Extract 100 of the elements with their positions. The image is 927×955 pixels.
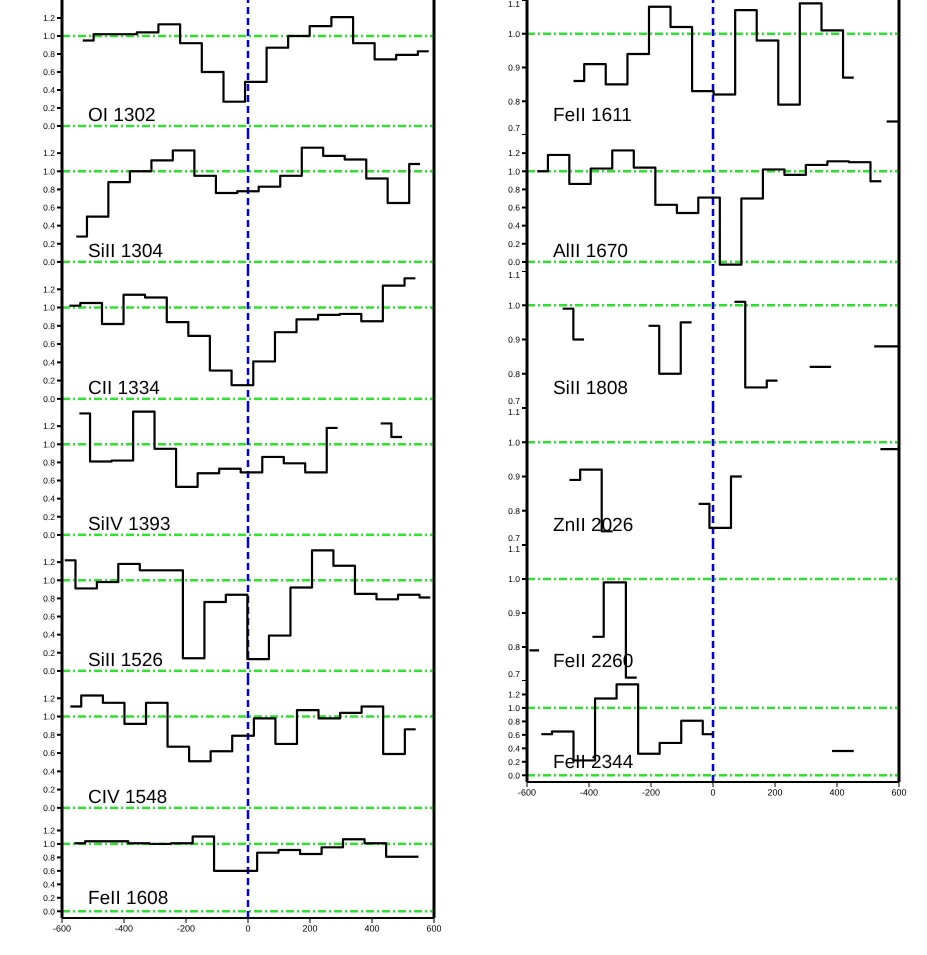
y-tick-label: 0.0 — [43, 394, 56, 404]
annotation: SiII 1808 — [553, 378, 628, 400]
y-tick-label: 0.8 — [43, 320, 56, 331]
y-tick-label: 1.2 — [43, 693, 56, 704]
y-tick-label: 0.2 — [43, 238, 56, 249]
y-tick-label: 1.1 — [508, 0, 520, 9]
y-tick-label: 1.0 — [508, 574, 520, 584]
y-tick-label: 1.2 — [43, 825, 56, 836]
annotation: FeII 1611 — [553, 105, 632, 127]
y-tick-label: 0.8 — [43, 49, 56, 59]
y-tick-label: 1.0 — [43, 302, 56, 313]
y-tick-label: 0.8 — [43, 184, 56, 194]
x-tick-label: -200 — [642, 787, 660, 798]
y-tick-label: 0.4 — [43, 630, 56, 640]
y-tick-label: 0.2 — [43, 376, 56, 386]
y-tick-label: 0.2 — [508, 238, 520, 249]
y-tick-label: 0.9 — [508, 334, 520, 344]
y-tick-label: 0.9 — [508, 472, 520, 482]
y-tick-label: 0.0 — [43, 906, 56, 916]
y-tick-label: 0.4 — [43, 766, 56, 776]
y-tick-label: 0.7 — [508, 396, 520, 406]
annotation: CII 1334 — [88, 378, 160, 400]
y-tick-label: 0.8 — [43, 593, 56, 604]
y-tick-label: 0.2 — [43, 103, 56, 113]
annotation: CIV 1548 — [88, 787, 168, 809]
y-tick-label: 1.1 — [508, 544, 520, 554]
y-tick-label: 0.8 — [43, 730, 56, 740]
y-tick-label: 1.0 — [43, 166, 56, 176]
y-tick-label: 1.2 — [43, 284, 56, 294]
y-tick-label: 1.2 — [43, 148, 56, 158]
y-tick-label: 0.0 — [43, 256, 56, 267]
x-tick-label: 0 — [710, 787, 716, 798]
y-tick-label: 1.2 — [508, 148, 520, 158]
y-tick-label: 0.4 — [508, 743, 520, 754]
y-tick-label: 0.8 — [508, 716, 520, 726]
annotation: OI 1302 — [88, 105, 156, 127]
y-tick-label: 0.6 — [43, 476, 56, 486]
y-tick-label: 1.0 — [508, 437, 520, 448]
x-tick-label: -600 — [52, 923, 72, 934]
y-tick-label: 1.0 — [508, 702, 520, 713]
y-tick-label: 0.4 — [43, 494, 56, 504]
x-tick-label: 400 — [364, 923, 380, 934]
y-tick-label: 0.2 — [508, 756, 520, 767]
y-tick-label: 0.7 — [508, 669, 520, 679]
y-tick-label: 0.2 — [43, 648, 56, 658]
annotation: FeII 1608 — [88, 888, 168, 910]
y-tick-label: 1.2 — [43, 421, 56, 432]
y-tick-label: 1.1 — [508, 407, 520, 417]
x-tick-label: 400 — [829, 787, 845, 798]
y-tick-label: 1.0 — [508, 300, 520, 310]
y-tick-label: 1.0 — [43, 712, 56, 722]
annotation: SiIV 1393 — [88, 514, 170, 536]
y-tick-label: 0.9 — [508, 608, 520, 618]
x-tick-label: -400 — [114, 923, 134, 934]
y-tick-label: 0.0 — [43, 802, 56, 813]
y-tick-label: 0.0 — [508, 770, 520, 780]
y-tick-label: 0.8 — [43, 457, 56, 468]
y-tick-label: 1.0 — [508, 166, 520, 176]
y-tick-label: 0.4 — [508, 220, 520, 231]
y-tick-label: 0.4 — [43, 879, 56, 890]
y-tick-label: 0.6 — [43, 67, 56, 77]
y-tick-label: 0.7 — [508, 533, 520, 543]
y-tick-label: 0.6 — [43, 748, 56, 758]
x-tick-label: -600 — [518, 787, 536, 798]
x-tick-label: 600 — [891, 787, 907, 798]
y-tick-label: 0.8 — [508, 368, 520, 379]
annotation: SiII 1526 — [88, 650, 163, 672]
y-tick-label: 1.0 — [43, 31, 56, 41]
x-tick-label: 600 — [426, 923, 442, 934]
y-tick-label: 0.8 — [508, 96, 520, 106]
y-tick-label: 0.9 — [508, 62, 520, 72]
y-tick-label: 0.6 — [508, 202, 520, 213]
y-tick-label: 0.2 — [43, 892, 56, 903]
x-tick-label: -200 — [176, 923, 196, 934]
annotation: SiII 1304 — [88, 241, 163, 263]
y-tick-label: 1.2 — [43, 557, 56, 568]
y-tick-label: 1.2 — [508, 689, 520, 700]
y-tick-label: 0.4 — [43, 357, 56, 368]
y-tick-label: 0.7 — [508, 123, 520, 133]
y-tick-label: 0.2 — [43, 512, 56, 522]
y-tick-label: 0.6 — [43, 339, 56, 350]
x-tick-label: 200 — [302, 923, 318, 934]
x-tick-label: 200 — [767, 787, 783, 798]
y-tick-label: 0.0 — [43, 530, 56, 540]
y-tick-label: 0.6 — [508, 730, 520, 740]
y-tick-label: 0.2 — [43, 784, 56, 795]
x-tick-label: -400 — [580, 787, 598, 798]
y-tick-label: 0.4 — [43, 220, 56, 231]
x-tick-label: 0 — [245, 923, 251, 934]
y-tick-label: 0.6 — [43, 202, 56, 213]
y-tick-label: 0.0 — [43, 121, 56, 131]
y-tick-label: 1.2 — [43, 13, 56, 23]
y-tick-label: 1.0 — [43, 439, 56, 450]
y-tick-label: 0.0 — [43, 666, 56, 676]
y-tick-label: 0.8 — [508, 184, 520, 194]
y-tick-label: 0.8 — [508, 642, 520, 652]
y-tick-label: 0.0 — [508, 256, 520, 267]
annotation: AlII 1670 — [553, 241, 628, 263]
y-tick-label: 1.0 — [43, 838, 56, 849]
y-tick-label: 0.8 — [508, 506, 520, 516]
